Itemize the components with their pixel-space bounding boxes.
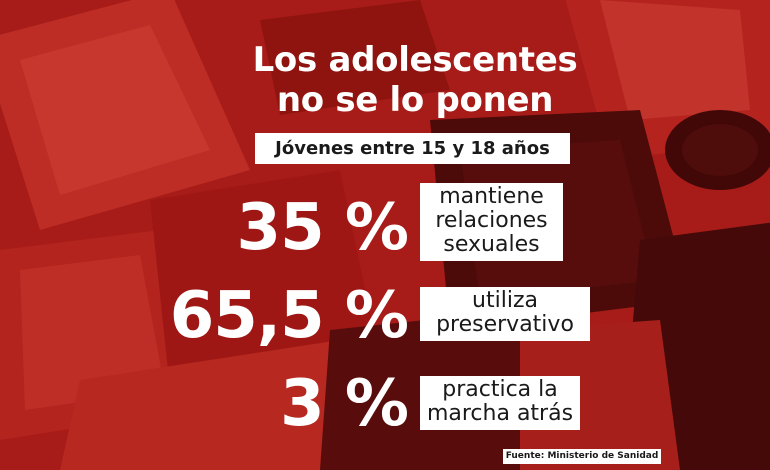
- headline: Los adolescentes no se lo ponen: [170, 40, 660, 120]
- stat-value: 3 %: [280, 367, 409, 441]
- stat-value: 65,5 %: [169, 279, 409, 353]
- stat-label-line: sexuales: [443, 232, 540, 257]
- stat-label-line: preservativo: [436, 312, 574, 337]
- stat-value: 35 %: [236, 191, 409, 265]
- headline-line-2: no se lo ponen: [276, 80, 554, 120]
- stat-label-line: relaciones: [435, 208, 548, 233]
- stat-label-line: utiliza: [472, 288, 538, 313]
- stat-label-line: marcha atrás: [426, 401, 574, 426]
- stat-label: utiliza preservativo: [420, 287, 590, 341]
- stat-label-line: practica la: [442, 377, 558, 402]
- stat-label-line: mantiene: [439, 184, 544, 209]
- headline-line-1: Los adolescentes: [252, 40, 578, 80]
- source-credit: Fuente: Ministerio de Sanidad: [503, 449, 661, 464]
- stat-label: practica la marcha atrás: [420, 376, 580, 430]
- stat-label: mantiene relaciones sexuales: [420, 183, 563, 261]
- subtitle: Jóvenes entre 15 y 18 años: [255, 133, 570, 164]
